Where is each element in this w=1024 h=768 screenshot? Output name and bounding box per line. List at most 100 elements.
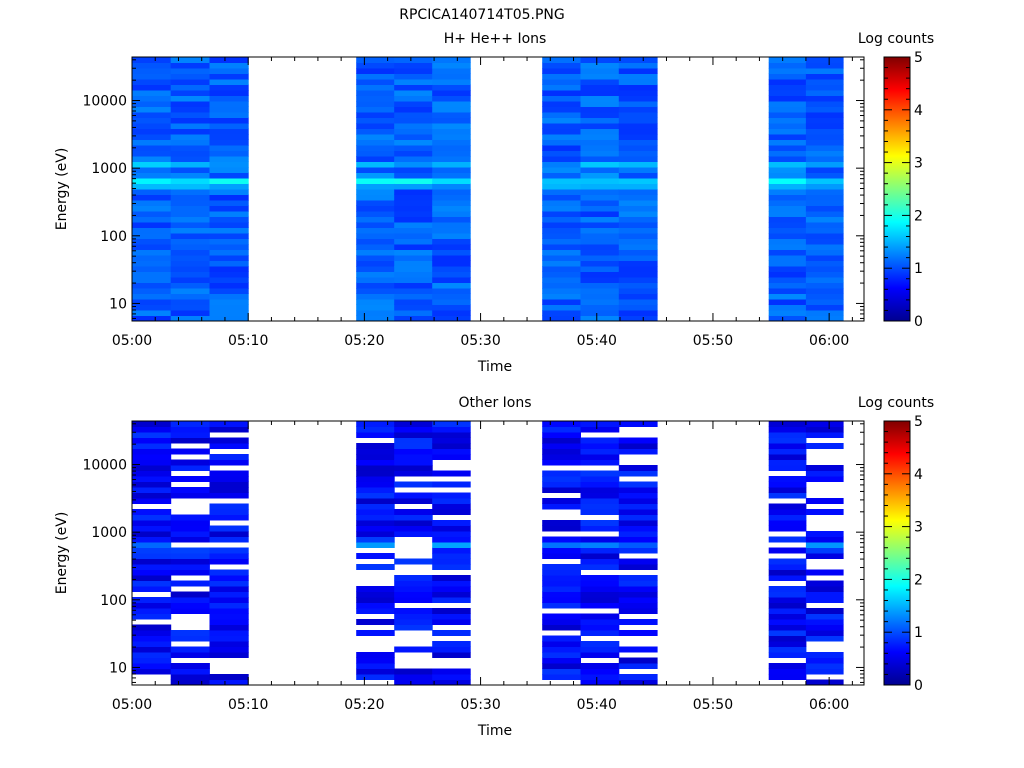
- heatmap-cell: [394, 183, 433, 190]
- heatmap-cell: [618, 564, 658, 570]
- heatmap-cell: [580, 117, 620, 124]
- heatmap-cell: [209, 156, 249, 162]
- heatmap-cell: [356, 249, 395, 256]
- heatmap-cell: [209, 591, 249, 598]
- heatmap-cell: [432, 421, 471, 427]
- heatmap-cell: [768, 266, 807, 272]
- heatmap-cell: [768, 194, 807, 201]
- heatmap-cell: [170, 597, 210, 603]
- colorbar: [883, 56, 911, 322]
- x-axis-label: Time: [477, 723, 512, 739]
- heatmap-cell: [209, 641, 249, 647]
- heatmap-cell: [209, 288, 249, 294]
- heatmap-cell: [132, 128, 172, 135]
- heatmap-cell: [209, 189, 249, 195]
- heatmap-cell: [170, 630, 210, 636]
- heatmap-cell: [209, 635, 249, 642]
- heatmap-cell: [356, 95, 395, 102]
- heatmap-cell: [209, 271, 249, 278]
- heatmap-cell: [580, 277, 620, 283]
- heatmap-cell: [356, 282, 395, 289]
- heatmap-cell: [356, 205, 395, 212]
- heatmap-cell: [394, 613, 433, 620]
- heatmap-cell: [805, 536, 844, 543]
- heatmap-cell: [394, 619, 433, 625]
- heatmap-cell: [542, 139, 581, 146]
- heatmap-cell: [580, 310, 620, 316]
- heatmap-cell: [432, 249, 471, 256]
- heatmap-cell: [432, 68, 471, 74]
- heatmap-cell: [432, 101, 471, 107]
- heatmap-cell: [132, 448, 172, 455]
- heatmap-cell: [132, 189, 172, 195]
- heatmap-cell: [394, 62, 433, 69]
- heatmap-cell: [394, 90, 433, 96]
- heatmap-cell: [768, 288, 807, 294]
- heatmap-cell: [768, 608, 807, 614]
- heatmap-cell: [618, 536, 658, 543]
- heatmap-cell: [356, 304, 395, 311]
- heatmap-cell: [170, 476, 210, 482]
- heatmap-cell: [432, 57, 471, 63]
- heatmap-cell: [805, 249, 844, 256]
- heatmap-cell: [209, 547, 249, 554]
- heatmap-cell: [805, 112, 844, 118]
- heatmap-cell: [356, 84, 395, 91]
- heatmap-cell: [805, 315, 844, 322]
- heatmap-cell: [768, 520, 807, 526]
- heatmap-cell: [356, 161, 395, 168]
- heatmap-cell: [768, 95, 807, 102]
- heatmap-cell: [542, 586, 581, 592]
- heatmap-cell: [768, 101, 807, 107]
- heatmap-cell: [170, 106, 210, 113]
- heatmap-cell: [132, 172, 172, 179]
- heatmap-cell: [132, 266, 172, 272]
- heatmap-cell: [768, 613, 807, 620]
- heatmap-cell: [209, 608, 249, 614]
- heatmap-cell: [432, 509, 471, 515]
- colorbar-ticks: 0 1 2 3 4 5: [884, 414, 923, 694]
- heatmap-cell: [542, 134, 581, 140]
- heatmap-cell: [768, 443, 807, 449]
- heatmap-cell: [132, 613, 172, 620]
- heatmap-cell: [768, 227, 807, 234]
- heatmap-cell: [805, 663, 844, 669]
- heatmap-cell: [132, 95, 172, 102]
- heatmap-cell: [132, 227, 172, 234]
- heatmap-cell: [209, 134, 249, 140]
- heatmap-cell: [432, 227, 471, 234]
- heatmap-cell: [805, 432, 844, 438]
- heatmap-cell: [580, 178, 620, 184]
- heatmap-cell: [432, 542, 471, 548]
- heatmap-cell: [805, 139, 844, 146]
- heatmap-cell: [356, 73, 395, 80]
- heatmap-cell: [805, 238, 844, 245]
- heatmap-cell: [209, 454, 249, 460]
- heatmap-cell: [170, 68, 210, 74]
- heatmap-cell: [356, 139, 395, 146]
- heatmap-cell: [542, 426, 581, 433]
- heatmap-cell: [768, 315, 807, 322]
- heatmap-cell: [580, 189, 620, 195]
- heatmap-cell: [805, 134, 844, 140]
- heatmap-cell: [394, 73, 433, 80]
- heatmap-cell: [580, 476, 620, 482]
- x-tick-label: 05:50: [693, 697, 733, 713]
- heatmap-cell: [618, 183, 658, 190]
- heatmap-cell: [432, 454, 471, 460]
- heatmap-cell: [132, 624, 172, 631]
- heatmap-cell: [132, 536, 172, 543]
- heatmap-cell: [356, 630, 395, 636]
- heatmap-cell: [580, 652, 620, 658]
- heatmap-cell: [394, 134, 433, 140]
- heatmap-cell: [768, 84, 807, 91]
- heatmap-cell: [542, 299, 581, 305]
- heatmap-cell: [356, 459, 395, 466]
- heatmap-cell: [805, 205, 844, 212]
- heatmap-cell: [170, 674, 210, 680]
- heatmap-cell: [170, 90, 210, 96]
- heatmap-cell: [432, 426, 471, 433]
- heatmap-cell: [394, 310, 433, 316]
- heatmap-cell: [394, 106, 433, 113]
- heatmap-cell: [132, 542, 172, 548]
